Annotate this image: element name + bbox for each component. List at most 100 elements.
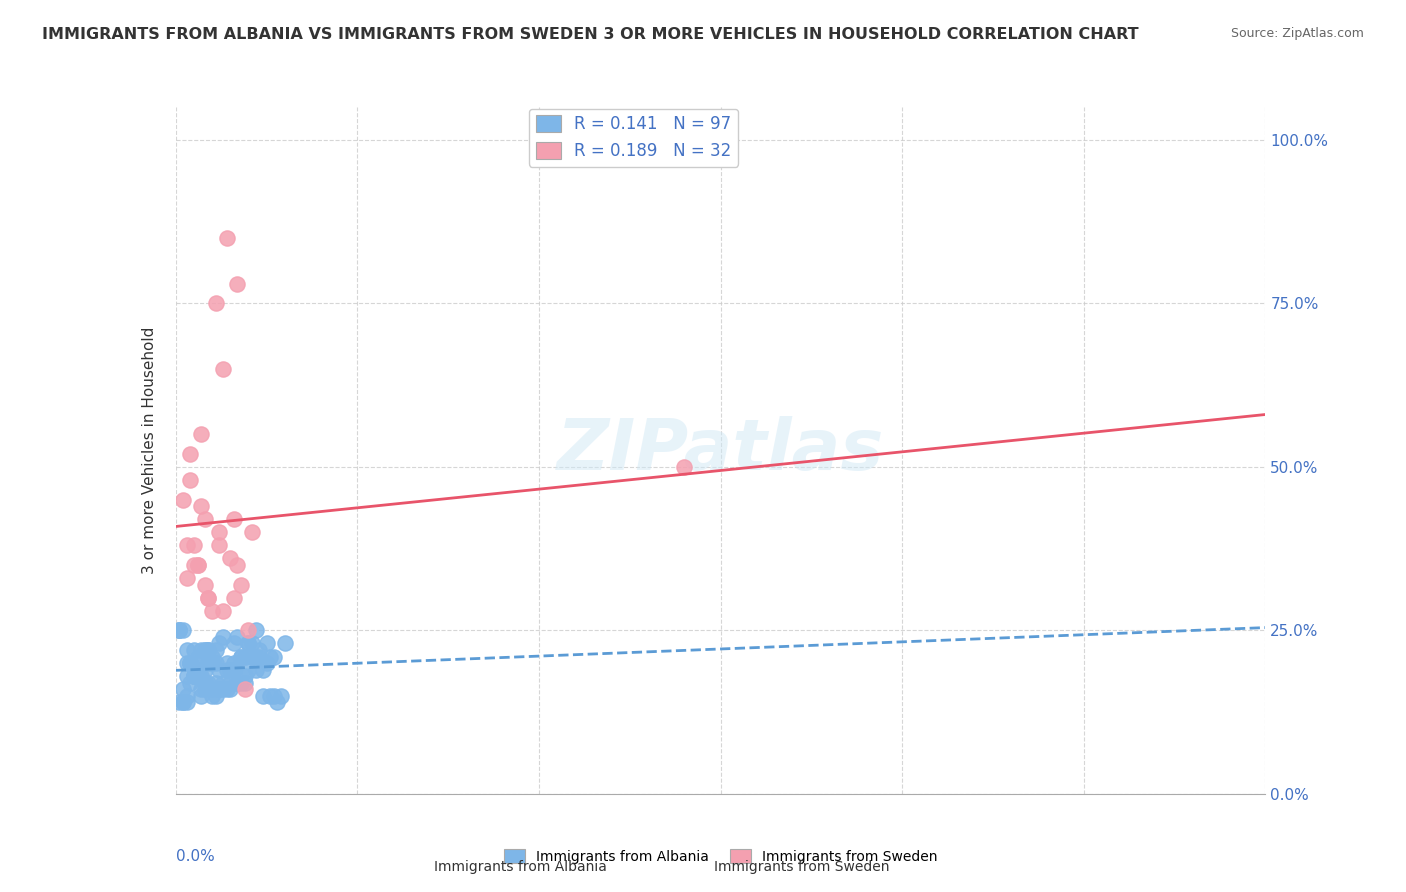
Point bbox=[204, 656, 226, 670]
Point bbox=[252, 689, 274, 703]
Point bbox=[231, 649, 253, 664]
Point bbox=[172, 682, 194, 697]
Point bbox=[176, 656, 198, 670]
Point bbox=[238, 624, 260, 638]
Point bbox=[186, 558, 209, 572]
Point bbox=[240, 649, 263, 664]
Point bbox=[245, 624, 267, 638]
Point bbox=[270, 689, 292, 703]
Point bbox=[179, 473, 201, 487]
Point bbox=[197, 591, 219, 605]
Point bbox=[222, 636, 245, 650]
Point bbox=[183, 643, 205, 657]
Point bbox=[238, 636, 260, 650]
Point bbox=[215, 682, 238, 697]
Point bbox=[219, 663, 242, 677]
Point bbox=[194, 512, 217, 526]
Point bbox=[245, 663, 267, 677]
Point bbox=[212, 630, 235, 644]
Point bbox=[238, 636, 260, 650]
Point bbox=[197, 643, 219, 657]
Point bbox=[222, 663, 245, 677]
Point bbox=[247, 643, 270, 657]
Point bbox=[169, 624, 191, 638]
Point bbox=[201, 689, 224, 703]
Point bbox=[204, 296, 226, 310]
Point bbox=[194, 663, 217, 677]
Point bbox=[204, 643, 226, 657]
Point bbox=[226, 558, 249, 572]
Point bbox=[183, 669, 205, 683]
Text: Immigrants from Sweden: Immigrants from Sweden bbox=[714, 860, 889, 874]
Text: Immigrants from Albania: Immigrants from Albania bbox=[434, 860, 606, 874]
Point bbox=[231, 675, 253, 690]
Point bbox=[247, 649, 270, 664]
Point bbox=[208, 525, 231, 540]
Point bbox=[208, 663, 231, 677]
Point bbox=[190, 643, 212, 657]
Point bbox=[172, 624, 194, 638]
Point bbox=[222, 512, 245, 526]
Point bbox=[176, 571, 198, 585]
Point bbox=[233, 682, 256, 697]
Point bbox=[226, 675, 249, 690]
Point bbox=[183, 669, 205, 683]
Point bbox=[176, 669, 198, 683]
Point bbox=[176, 695, 198, 709]
Point bbox=[186, 669, 209, 683]
Point bbox=[179, 675, 201, 690]
Point bbox=[197, 643, 219, 657]
Point bbox=[212, 675, 235, 690]
Point bbox=[190, 669, 212, 683]
Point bbox=[219, 682, 242, 697]
Point bbox=[245, 649, 267, 664]
Point bbox=[212, 682, 235, 697]
Text: 0.0%: 0.0% bbox=[176, 849, 215, 863]
Point bbox=[201, 656, 224, 670]
Point bbox=[263, 689, 285, 703]
Point bbox=[263, 649, 285, 664]
Point bbox=[186, 669, 209, 683]
Point bbox=[204, 675, 226, 690]
Point bbox=[194, 643, 217, 657]
Point bbox=[186, 649, 209, 664]
Point bbox=[186, 669, 209, 683]
Point bbox=[179, 656, 201, 670]
Point bbox=[240, 636, 263, 650]
Point bbox=[179, 447, 201, 461]
Point bbox=[183, 669, 205, 683]
Point bbox=[673, 459, 696, 474]
Point bbox=[233, 675, 256, 690]
Point bbox=[183, 558, 205, 572]
Point bbox=[274, 636, 297, 650]
Point bbox=[179, 656, 201, 670]
Point bbox=[197, 656, 219, 670]
Point bbox=[169, 624, 191, 638]
Legend: R = 0.141   N = 97, R = 0.189   N = 32: R = 0.141 N = 97, R = 0.189 N = 32 bbox=[529, 109, 738, 167]
Point bbox=[219, 551, 242, 566]
Point bbox=[256, 656, 278, 670]
Point bbox=[238, 663, 260, 677]
Point bbox=[212, 604, 235, 618]
Point bbox=[240, 525, 263, 540]
Point bbox=[201, 649, 224, 664]
Point bbox=[190, 682, 212, 697]
Point bbox=[266, 695, 288, 709]
Point bbox=[215, 231, 238, 245]
Point bbox=[226, 630, 249, 644]
Text: ZIPatlas: ZIPatlas bbox=[557, 416, 884, 485]
Point bbox=[190, 689, 212, 703]
Point bbox=[176, 538, 198, 552]
Point bbox=[226, 277, 249, 291]
Point bbox=[186, 663, 209, 677]
Text: Source: ZipAtlas.com: Source: ZipAtlas.com bbox=[1230, 27, 1364, 40]
Point bbox=[208, 538, 231, 552]
Point bbox=[222, 591, 245, 605]
Point bbox=[208, 682, 231, 697]
Text: IMMIGRANTS FROM ALBANIA VS IMMIGRANTS FROM SWEDEN 3 OR MORE VEHICLES IN HOUSEHOL: IMMIGRANTS FROM ALBANIA VS IMMIGRANTS FR… bbox=[42, 27, 1139, 42]
Point bbox=[169, 624, 191, 638]
Point bbox=[186, 558, 209, 572]
Point bbox=[172, 492, 194, 507]
Point bbox=[176, 689, 198, 703]
Point bbox=[233, 669, 256, 683]
